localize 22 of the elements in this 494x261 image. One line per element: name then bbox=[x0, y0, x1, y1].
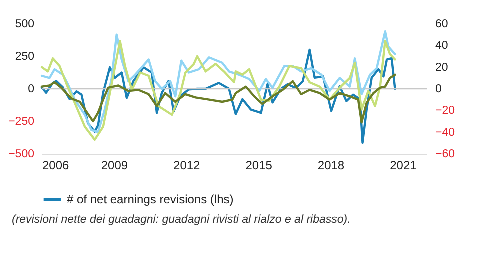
x-tick-label: 2021 bbox=[390, 158, 418, 172]
x-tick-label: 2006 bbox=[42, 158, 70, 172]
y2-tick-label: 60 bbox=[436, 18, 448, 30]
line-series bbox=[40, 74, 396, 124]
y2-tick-label: −60 bbox=[436, 148, 456, 160]
y-tick-label: −250 bbox=[8, 116, 34, 128]
y2-tick-label: 20 bbox=[436, 62, 448, 74]
legend-label: # of net earnings revisions (lhs) bbox=[67, 192, 234, 206]
y-tick-label: 250 bbox=[15, 51, 34, 63]
x-tick-label: 2018 bbox=[318, 158, 345, 172]
y-tick-label: 500 bbox=[15, 18, 34, 30]
y2-tick-label: −20 bbox=[436, 105, 456, 118]
y-tick-label: −500 bbox=[8, 148, 34, 160]
text: (revisioni nette dei guadagni: guadagni rivisti al rialzo e al ribasso). bbox=[12, 213, 352, 228]
y2-tick-label: −40 bbox=[436, 126, 456, 139]
y2-tick-label: 40 bbox=[436, 40, 448, 52]
line-series bbox=[40, 30, 396, 134]
y2-tick-label: 0 bbox=[436, 84, 442, 96]
x-tick-label: 2012 bbox=[174, 158, 201, 172]
x-tick-label: 2015 bbox=[246, 158, 273, 172]
y-tick-label: 0 bbox=[28, 84, 34, 96]
x-tick-label: 2009 bbox=[101, 158, 128, 172]
